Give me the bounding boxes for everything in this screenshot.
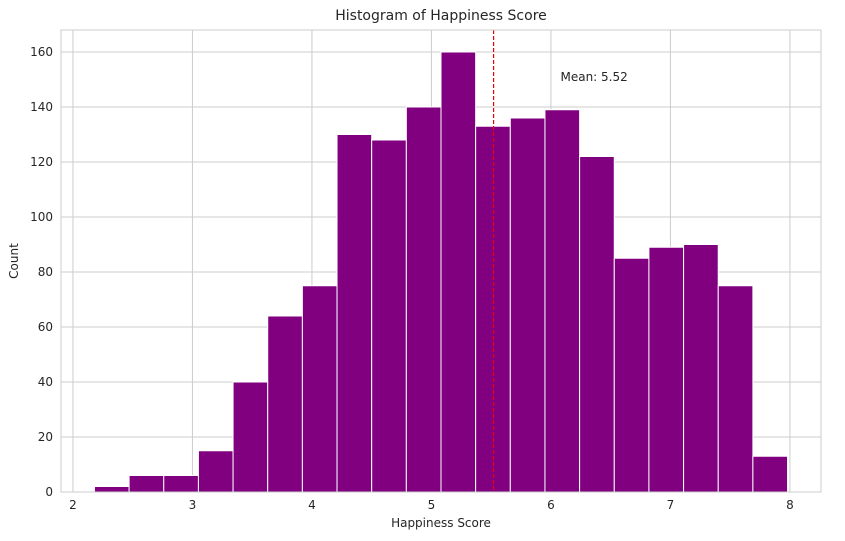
x-tick-label: 4 xyxy=(308,498,316,512)
histogram-bar xyxy=(197,450,234,493)
y-tick-labels: 0 20 40 60 80 100 120 140 160 xyxy=(30,45,53,499)
histogram-bar xyxy=(648,246,685,493)
x-tick-label: 3 xyxy=(189,498,197,512)
bars xyxy=(93,51,789,493)
x-tick-label: 2 xyxy=(69,498,77,512)
y-tick-label: 80 xyxy=(38,265,53,279)
histogram-bar xyxy=(752,455,789,493)
y-tick-label: 140 xyxy=(30,100,53,114)
histogram-bar xyxy=(440,51,477,493)
y-tick-label: 0 xyxy=(45,485,53,499)
histogram-bar xyxy=(544,109,581,493)
histogram-bar xyxy=(613,257,650,493)
x-tick-label: 5 xyxy=(428,498,436,512)
histogram-bar xyxy=(301,285,338,493)
y-tick-label: 60 xyxy=(38,320,53,334)
histogram-bar xyxy=(128,475,165,493)
histogram-bar xyxy=(163,475,199,493)
y-tick-label: 100 xyxy=(30,210,53,224)
histogram-bar xyxy=(405,106,442,493)
histogram-bar xyxy=(371,139,407,493)
x-tick-labels: 2 3 4 5 6 7 8 xyxy=(69,498,794,512)
y-tick-label: 120 xyxy=(30,155,53,169)
histogram-bar xyxy=(579,156,615,493)
histogram-bar xyxy=(717,285,754,493)
y-tick-label: 40 xyxy=(38,375,53,389)
y-axis-label: Count xyxy=(7,243,21,279)
mean-annotation: Mean: 5.52 xyxy=(560,70,627,84)
x-tick-label: 8 xyxy=(786,498,794,512)
y-tick-label: 160 xyxy=(30,45,53,59)
y-tick-label: 20 xyxy=(38,430,53,444)
x-axis-label: Happiness Score xyxy=(391,516,491,530)
x-tick-label: 7 xyxy=(667,498,675,512)
histogram-bar xyxy=(683,244,719,493)
chart-title: Histogram of Happiness Score xyxy=(335,8,547,24)
histogram-bar xyxy=(93,486,130,493)
axes-frame xyxy=(60,29,822,493)
histogram-bar xyxy=(267,315,303,493)
histogram-bar xyxy=(509,117,546,493)
histogram-bar xyxy=(336,134,373,493)
x-tick-label: 6 xyxy=(547,498,555,512)
histogram-bar xyxy=(232,381,269,493)
